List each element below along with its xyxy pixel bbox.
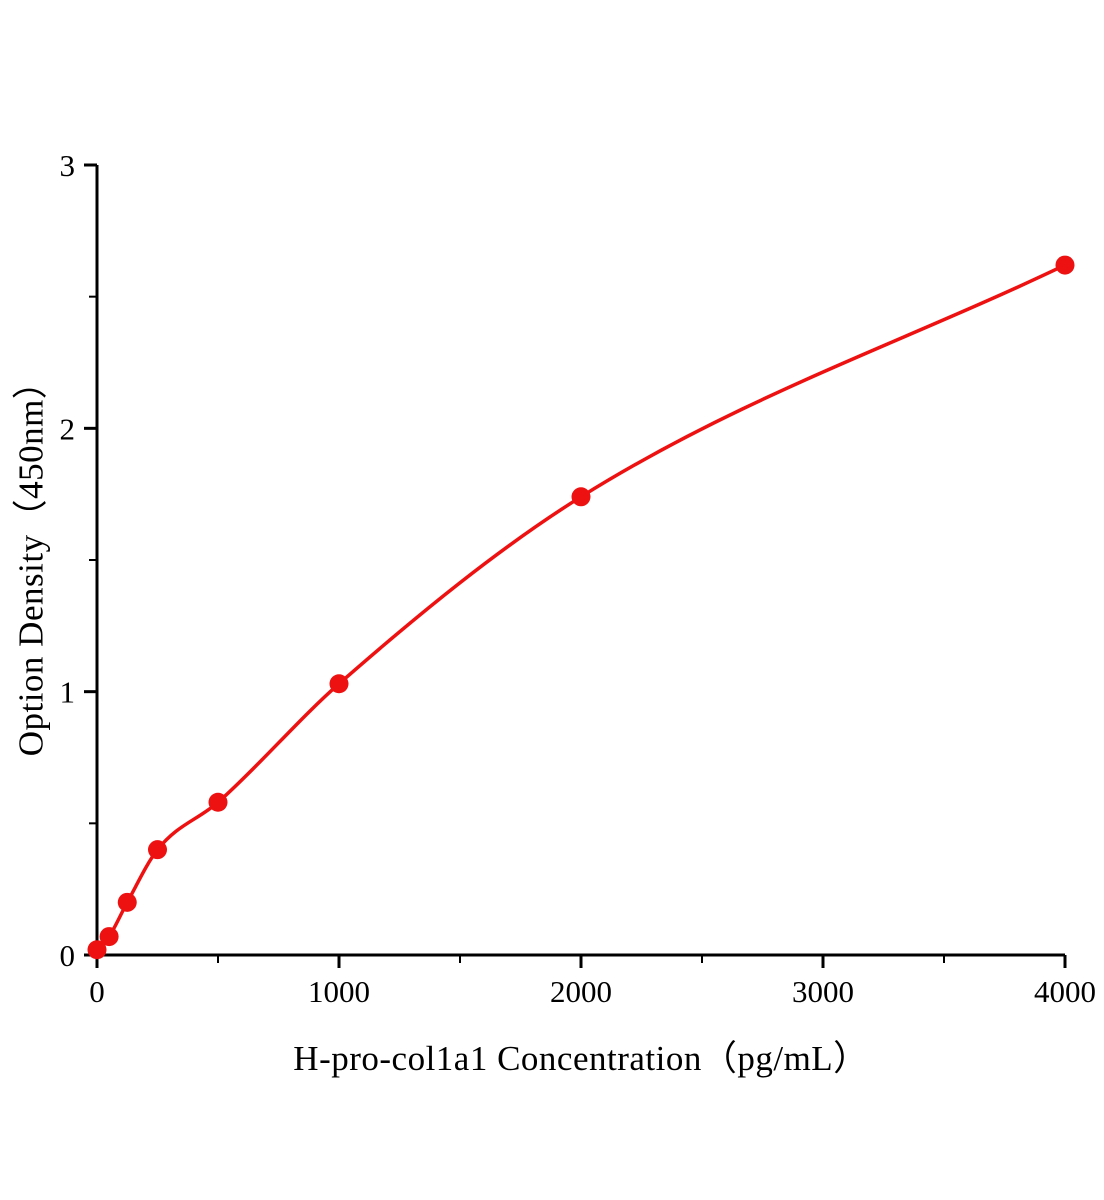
y-tick-label: 3 bbox=[60, 148, 76, 183]
data-point bbox=[329, 674, 349, 694]
y-tick-label: 2 bbox=[60, 411, 76, 446]
data-point bbox=[1055, 255, 1075, 275]
x-tick-label: 1000 bbox=[308, 974, 370, 1009]
x-tick-label: 2000 bbox=[550, 974, 612, 1009]
x-tick-label: 4000 bbox=[1034, 974, 1096, 1009]
data-point bbox=[571, 487, 591, 507]
fit-curve bbox=[95, 263, 1067, 952]
data-point bbox=[87, 940, 107, 960]
y-tick-label: 1 bbox=[60, 675, 76, 710]
y-axis-title: Option Density（450nm） bbox=[11, 363, 51, 757]
data-point bbox=[148, 840, 167, 860]
x-tick-label: 0 bbox=[89, 974, 105, 1009]
y-tick-label: 0 bbox=[60, 938, 76, 973]
x-tick-label: 3000 bbox=[792, 974, 854, 1009]
data-point bbox=[208, 792, 228, 812]
data-point bbox=[117, 892, 137, 912]
x-axis-title: H-pro-col1a1 Concentration（pg/mL） bbox=[293, 1039, 869, 1078]
data-point bbox=[99, 927, 119, 947]
